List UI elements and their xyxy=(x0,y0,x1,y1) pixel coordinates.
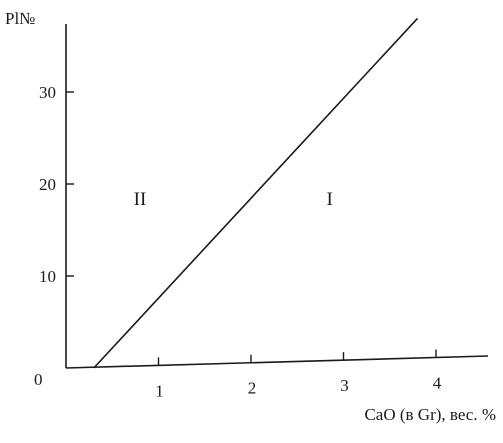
axes xyxy=(65,24,489,369)
x-tick-label: 1 xyxy=(155,381,164,400)
x-axis-line xyxy=(65,355,489,369)
y-tick-label: 10 xyxy=(39,267,56,286)
boundary-line xyxy=(93,17,419,369)
x-axis-label: CaO (в Gr), вес. % xyxy=(364,405,496,424)
x-tick-label: 2 xyxy=(248,379,257,398)
y-tick-label: 30 xyxy=(39,83,56,102)
origin-label: 0 xyxy=(34,370,43,389)
x-tick-label: 4 xyxy=(433,373,442,392)
region-label: I xyxy=(326,189,332,210)
ticks: 10 20 30 1 2 3 4 xyxy=(39,83,442,400)
y-tick-label: 20 xyxy=(39,175,56,194)
series xyxy=(93,17,419,369)
x-tick-label: 3 xyxy=(340,376,349,395)
region-label: II xyxy=(134,189,147,210)
y-axis-label: Pl№ xyxy=(5,9,35,28)
region-labels: II I xyxy=(134,189,333,210)
labels: Pl№ CaO (в Gr), вес. % 0 xyxy=(5,9,496,424)
